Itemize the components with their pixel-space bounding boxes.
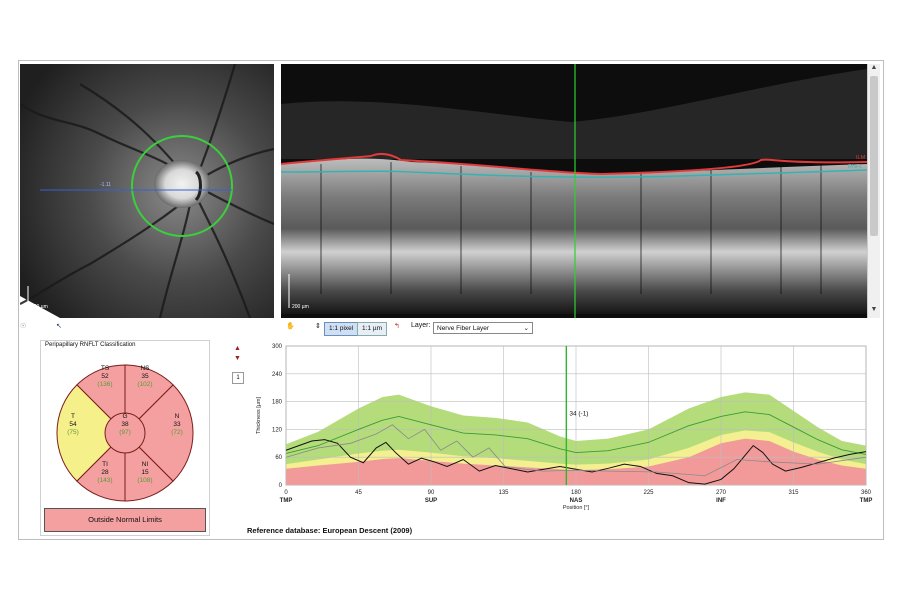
thickness-series-line [285, 439, 867, 485]
hand-icon[interactable]: ☉ [20, 323, 27, 330]
normal-mean-line [285, 411, 867, 455]
chart-option-button[interactable]: 1 [232, 372, 244, 384]
sector-n-text: N 33 (72) [171, 413, 183, 436]
layer-select-value: Nerve Fiber Layer [437, 325, 490, 332]
x-tick-label: 225 [643, 490, 654, 496]
classification-wheel [56, 364, 194, 502]
y-tick-label: 60 [275, 455, 282, 461]
chart-nav-buttons: ▲ ▼ [234, 344, 241, 364]
x-tick-label: 135 [498, 490, 509, 496]
fit-height-icon[interactable]: ⇕ [315, 323, 321, 330]
thickness-chart[interactable]: 34 (-1) 0 60 120 180 240 300 0 45 90 135 180 225 270 3… [246, 342, 876, 522]
triangle-up-icon[interactable]: ▲ [234, 345, 241, 352]
y-tick-label: 180 [272, 400, 283, 406]
sector-ti-text: TI 28 (143) [97, 461, 113, 484]
scale-1to1-um-button[interactable]: 1:1 µm [357, 322, 388, 336]
y-tick-label: 0 [279, 483, 283, 489]
fundus-image[interactable]: 200 µm -1.11 [20, 64, 274, 318]
scroll-down-icon[interactable]: ▼ [870, 306, 878, 313]
scroll-up-icon[interactable]: ▲ [870, 64, 878, 71]
sector-t-text: T 54 (75) [67, 413, 79, 436]
x-sector-label: INF [716, 498, 726, 504]
x-tick-label: 270 [716, 490, 727, 496]
y-tick-label: 240 [272, 372, 283, 378]
cursor-value-label: 34 (-1) [569, 411, 588, 418]
x-tick-label: 360 [861, 490, 872, 496]
oct-rnfl-label: RNFL [848, 164, 863, 170]
x-axis-label: Position [°] [563, 505, 590, 511]
oct-svg [281, 64, 867, 318]
fundus-svg [20, 64, 274, 318]
thickness-chart-svg: 34 (-1) 0 60 120 180 240 300 0 45 90 135 180 225 270 3… [256, 344, 873, 511]
sector-g-text: G 38 (97) [119, 413, 131, 436]
sector-ni [124, 431, 174, 502]
layer-label: Layer: [411, 322, 431, 329]
oct-scale-label: 200 µm [292, 304, 309, 310]
sector-ni-text: NI 15 (108) [137, 461, 153, 484]
sector-n [124, 384, 194, 482]
classification-result-badge: Outside Normal Limits [44, 508, 206, 532]
fundus-distance-label: -1.11 [100, 182, 112, 188]
fundus-scale-label: 200 µm [31, 304, 48, 310]
oct-ilm-label: ILM [856, 155, 866, 161]
oct-bscan-image[interactable]: ILM RNFL 200 µm [281, 64, 867, 318]
x-tick-label: 0 [284, 490, 288, 496]
sector-ns-text: NS 35 (102) [137, 365, 153, 388]
x-sector-label: NAS [570, 498, 583, 504]
reference-database-label: Reference database: European Descent (20… [247, 526, 413, 535]
x-tick-label: 45 [355, 490, 362, 496]
x-sector-label: SUP [425, 498, 437, 504]
sector-ts-text: TS 52 (136) [97, 365, 113, 388]
x-sector-label: TMP [860, 498, 873, 504]
cursor-tool-icon[interactable]: ↖ [56, 323, 62, 330]
x-tick-label: 90 [428, 490, 435, 496]
scale-1to1-pixel-button[interactable]: 1:1 pixel [324, 322, 359, 336]
y-tick-label: 300 [272, 344, 283, 350]
y-axis-label: Thickness [µm] [256, 396, 262, 434]
layer-select[interactable]: Nerve Fiber Layer ⌄ [433, 322, 533, 334]
thickness-series-line [285, 424, 867, 477]
rnflt-classification-panel: Peripapillary RNFLT Classification TS 52(… [40, 340, 210, 536]
x-tick-label: 315 [788, 490, 799, 496]
pan-hand-icon[interactable]: ✋ [286, 323, 295, 330]
x-sector-label: TMP [280, 498, 293, 504]
sector-g [104, 412, 146, 454]
reset-tool-icon[interactable]: ↰ [394, 323, 400, 330]
chevron-down-icon: ⌄ [523, 325, 529, 332]
triangle-down-icon[interactable]: ▼ [234, 355, 241, 362]
oct-vertical-scrollbar[interactable]: ▲ ▼ [867, 64, 880, 318]
x-tick-label: 180 [571, 490, 582, 496]
classification-title: Peripapillary RNFLT Classification [45, 342, 136, 348]
y-tick-label: 120 [272, 427, 283, 433]
scrollbar-thumb[interactable] [870, 76, 878, 236]
view-toolbar: ☉ ↖ ✋ ⇕ 1:1 pixel 1:1 µm ↰ Layer: Nerve … [18, 320, 882, 338]
sector-t [56, 384, 126, 482]
